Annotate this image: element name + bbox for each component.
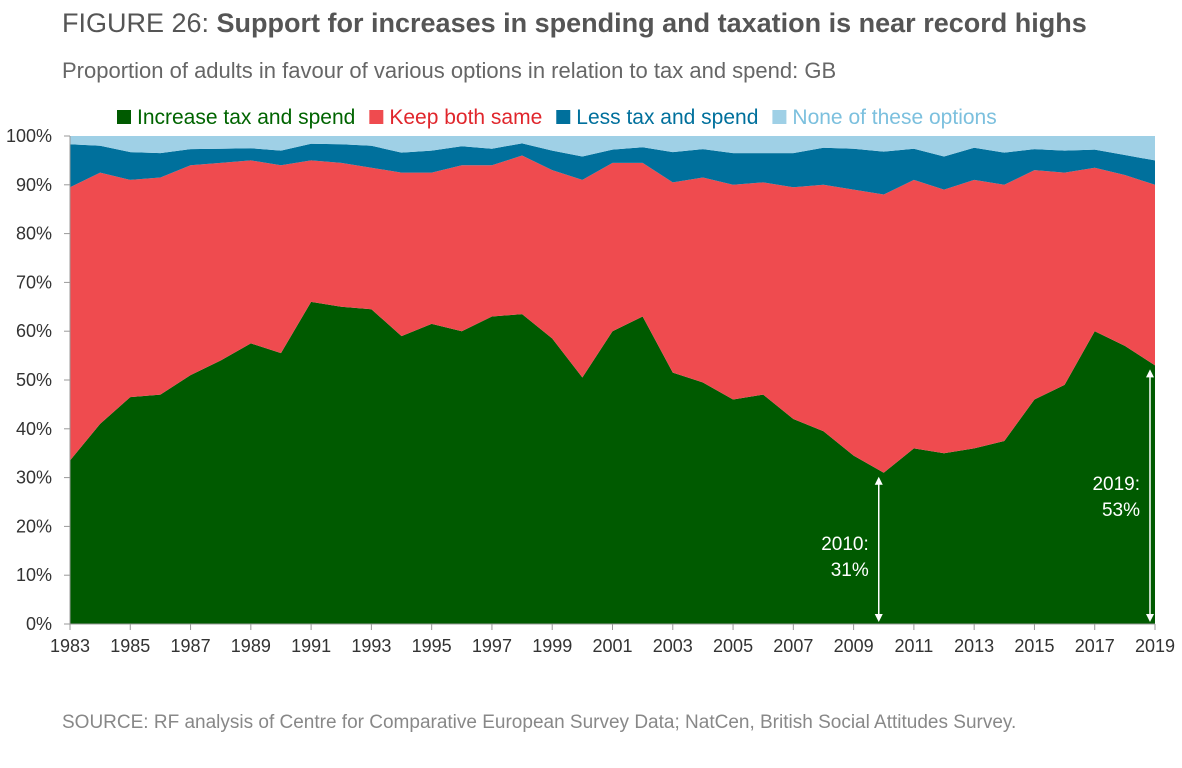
x-tick-label: 1985 — [110, 636, 150, 656]
chart-subtitle: Proportion of adults in favour of variou… — [62, 58, 837, 83]
x-tick-label: 1993 — [351, 636, 391, 656]
y-tick-label: 50% — [16, 370, 52, 390]
x-tick-label: 2005 — [713, 636, 753, 656]
legend-swatch — [772, 110, 787, 124]
y-tick-label: 10% — [16, 565, 52, 585]
annotation-label: 2010: — [821, 534, 869, 555]
x-tick-label: 2015 — [1014, 636, 1054, 656]
legend-label: Keep both same — [389, 106, 542, 129]
x-tick-label: 2017 — [1075, 636, 1115, 656]
legend-label: Increase tax and spend — [137, 106, 355, 129]
x-tick-label: 1999 — [532, 636, 572, 656]
y-tick-label: 60% — [16, 321, 52, 341]
x-tick-label: 1987 — [171, 636, 211, 656]
x-tick-label: 2007 — [773, 636, 813, 656]
x-tick-label: 1989 — [231, 636, 271, 656]
y-tick-label: 0% — [26, 614, 52, 634]
legend-swatch — [369, 110, 384, 124]
arrow-down-icon — [1146, 614, 1154, 622]
arrow-down-icon — [874, 614, 883, 622]
legend-swatch — [556, 110, 571, 124]
x-tick-label: 2003 — [653, 636, 693, 656]
area-less-tax-and-spend — [70, 143, 1155, 195]
area-none-of-these-options — [70, 136, 1155, 161]
y-tick-label: 90% — [16, 175, 52, 195]
arrow-up-icon — [1146, 369, 1154, 378]
arrow-up-icon — [874, 476, 883, 485]
x-tick-label: 2011 — [895, 636, 934, 656]
legend-swatch — [117, 110, 131, 124]
title-prefix: FIGURE 26: — [62, 8, 217, 38]
x-tick-label: 1997 — [472, 636, 512, 656]
source-note: SOURCE: RF analysis of Centre for Compar… — [62, 712, 1017, 733]
annotation-value: 53% — [1102, 500, 1140, 521]
area-increase-tax-and-spend — [70, 301, 1155, 624]
annotation-value: 31% — [831, 560, 869, 581]
annotation-label: 2019: — [1092, 474, 1140, 495]
x-tick-label: 2019 — [1135, 636, 1175, 656]
x-tick-label: 1983 — [50, 636, 90, 656]
x-tick-label: 1991 — [291, 636, 331, 656]
x-tick-label: 2009 — [834, 636, 874, 656]
y-tick-label: 80% — [16, 224, 52, 244]
y-tick-label: 100% — [6, 126, 52, 146]
y-tick-label: 70% — [16, 272, 52, 292]
x-tick-label: 2001 — [592, 636, 632, 656]
chart-title: FIGURE 26: Support for increases in spen… — [62, 8, 1087, 39]
area-keep-both-same — [70, 155, 1155, 473]
legend-label: Less tax and spend — [576, 106, 758, 129]
y-tick-label: 30% — [16, 468, 52, 488]
legend-label: None of these options — [792, 106, 996, 129]
y-tick-label: 40% — [16, 419, 52, 439]
x-tick-label: 2013 — [954, 636, 994, 656]
title-bold: Support for increases in spending and ta… — [216, 8, 1087, 38]
x-tick-label: 1995 — [412, 636, 452, 656]
y-tick-label: 20% — [16, 516, 52, 536]
